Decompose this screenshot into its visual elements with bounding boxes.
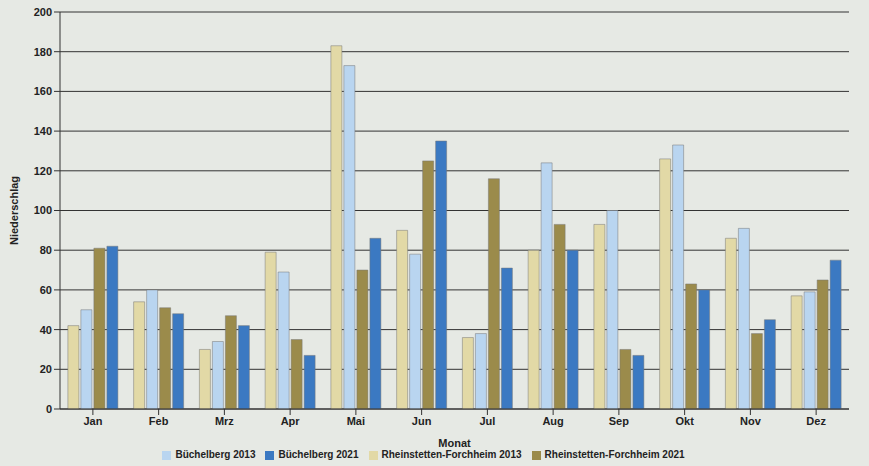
svg-text:0: 0	[46, 403, 52, 415]
svg-text:100: 100	[34, 204, 52, 216]
svg-text:Nov: Nov	[740, 415, 762, 427]
svg-text:Jul: Jul	[479, 415, 495, 427]
html-text:Rheinstetten-Forchheim 2021: Rheinstetten-Forchheim 2021	[544, 449, 685, 460]
html-text:Büchelberg 2021: Büchelberg 2021	[278, 449, 359, 460]
svg-text:Monat: Monat	[438, 437, 471, 449]
svg-text:Mai: Mai	[347, 415, 365, 427]
svg-text:160: 160	[34, 85, 52, 97]
svg-text:20: 20	[40, 363, 52, 375]
svg-text:60: 60	[40, 284, 52, 296]
svg-text:Jun: Jun	[412, 415, 432, 427]
svg-text:80: 80	[40, 244, 52, 256]
svg-text:Okt: Okt	[675, 415, 694, 427]
svg-text:Aug: Aug	[542, 415, 563, 427]
svg-text:120: 120	[34, 165, 52, 177]
svg-text:40: 40	[40, 324, 52, 336]
svg-text:Mrz: Mrz	[215, 415, 234, 427]
svg-text:Sep: Sep	[609, 415, 629, 427]
html-text:Büchelberg 2013: Büchelberg 2013	[175, 449, 256, 460]
svg-text:Dez: Dez	[806, 415, 826, 427]
svg-text:200: 200	[34, 6, 52, 18]
svg-text:Feb: Feb	[149, 415, 169, 427]
svg-text:140: 140	[34, 125, 52, 137]
svg-text:180: 180	[34, 46, 52, 58]
svg-text:Niederschlag: Niederschlag	[8, 176, 20, 245]
html-text:Rheinstetten-Forchheim 2013: Rheinstetten-Forchheim 2013	[381, 449, 522, 460]
svg-text:Apr: Apr	[281, 415, 301, 427]
svg-text:Jan: Jan	[83, 415, 102, 427]
